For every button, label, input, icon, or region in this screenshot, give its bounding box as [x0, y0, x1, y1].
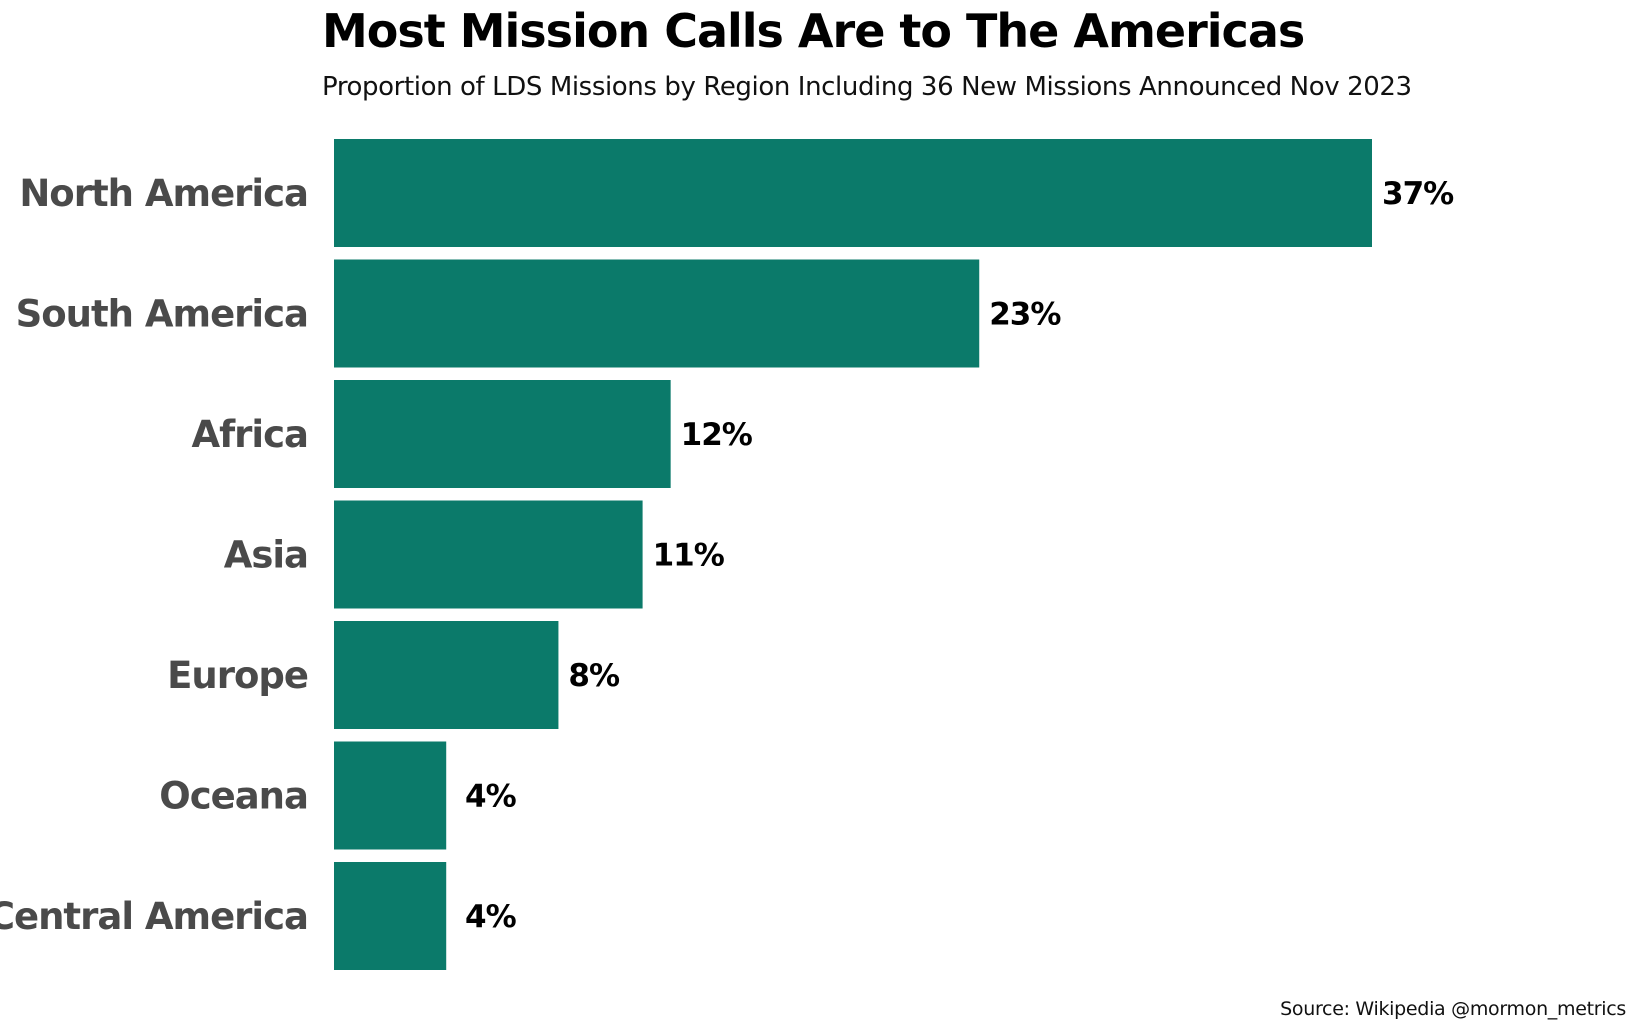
value-labels-group: 37% 23% 12% 11% 8% 4% 4%	[465, 176, 1455, 935]
bar-oceana	[334, 741, 447, 850]
category-label-africa: Africa	[191, 413, 308, 456]
category-label-central-america: Central America	[0, 895, 308, 938]
bar-north-america	[334, 139, 1372, 247]
source-caption: Source: Wikipedia @mormon_metrics	[1280, 998, 1626, 1020]
bar-south-america	[334, 259, 980, 368]
value-label-asia: 11%	[653, 538, 725, 574]
bars-group	[334, 139, 1372, 970]
bar-europe	[334, 621, 559, 729]
chart-title: Most Mission Calls Are to The Americas	[322, 4, 1305, 58]
category-labels-group: North America South America Africa Asia Euro…	[0, 172, 309, 938]
category-label-asia: Asia	[224, 534, 308, 577]
category-label-europe: Europe	[167, 654, 308, 697]
category-label-north-america: North America	[19, 172, 308, 215]
bar-africa	[334, 380, 671, 488]
value-label-south-america: 23%	[989, 297, 1061, 333]
value-label-oceana: 4%	[465, 779, 517, 815]
value-label-africa: 12%	[681, 417, 753, 453]
chart-subtitle: Proportion of LDS Missions by Region Inc…	[322, 72, 1412, 102]
value-label-europe: 8%	[568, 658, 620, 694]
bar-asia	[334, 500, 643, 609]
value-label-north-america: 37%	[1382, 176, 1454, 212]
bar-central-america	[334, 862, 447, 970]
category-label-oceana: Oceana	[159, 775, 308, 818]
category-label-south-america: South America	[16, 293, 308, 336]
value-label-central-america: 4%	[465, 899, 517, 935]
